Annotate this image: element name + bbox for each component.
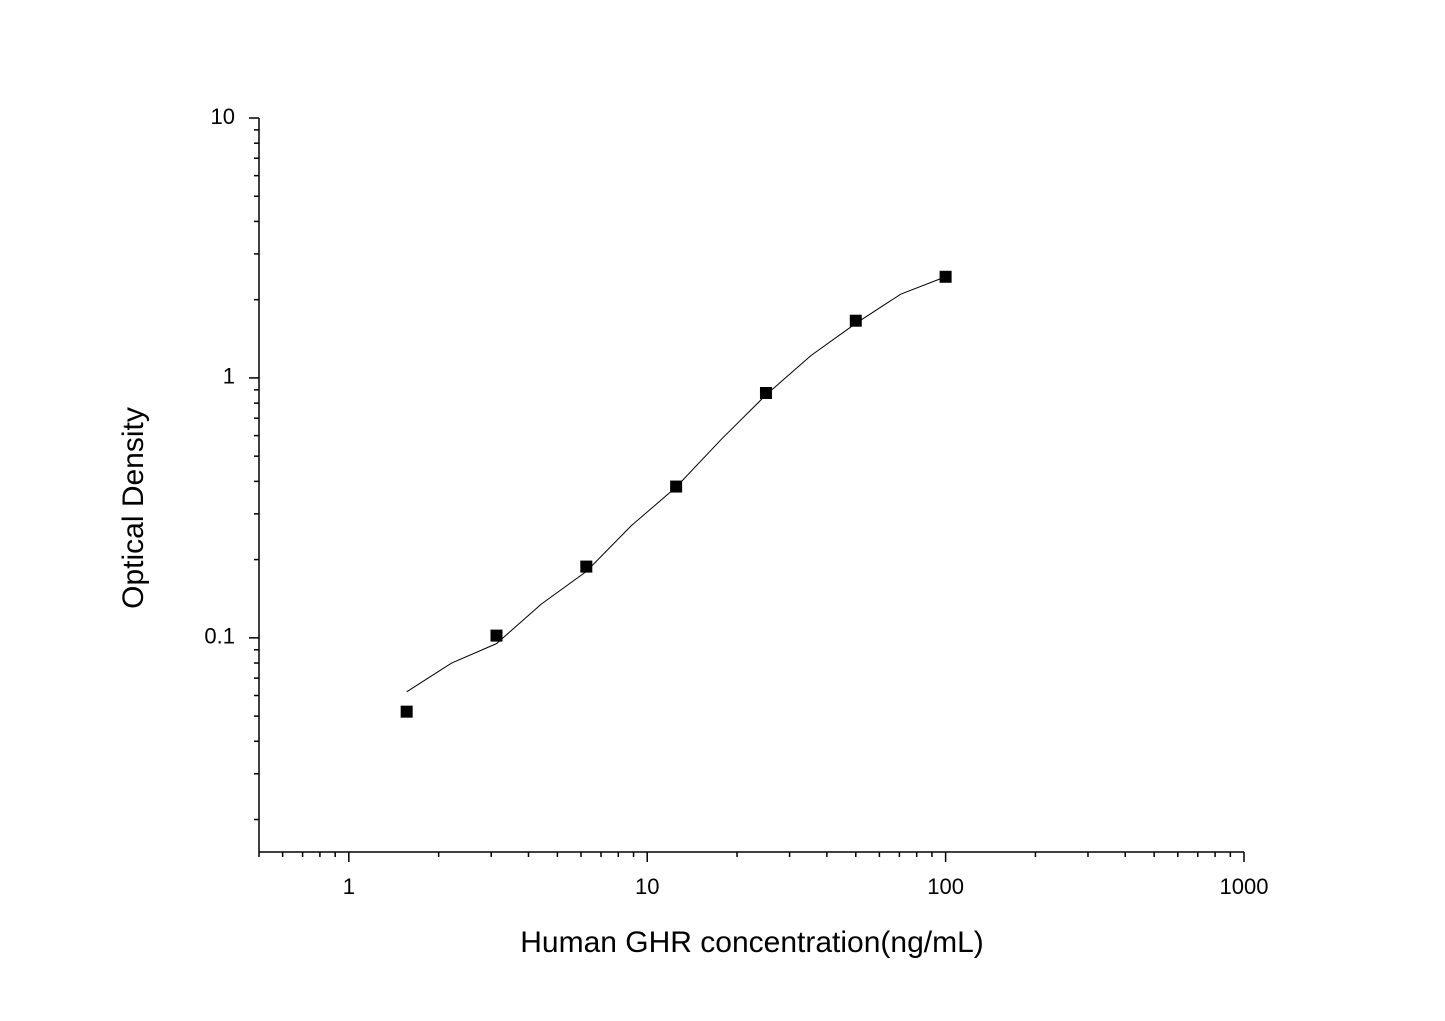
x-tick-label: 10 [635, 874, 659, 899]
data-point [849, 314, 862, 327]
y-axis-label: Optical Density [117, 407, 150, 609]
x-tick-label: 1000 [1220, 874, 1269, 899]
data-point [580, 560, 593, 573]
y-tick-label: 10 [211, 104, 235, 129]
data-point [490, 629, 503, 642]
data-point [670, 480, 683, 493]
data-point [759, 386, 772, 399]
data-point [400, 705, 413, 718]
y-tick-label: 0.1 [204, 624, 235, 649]
y-tick-label: 1 [223, 364, 235, 389]
x-axis-label: Human GHR concentration(ng/mL) [520, 926, 984, 959]
x-tick-label: 1 [343, 874, 355, 899]
data-point [939, 270, 952, 283]
x-tick-label: 100 [927, 874, 964, 899]
